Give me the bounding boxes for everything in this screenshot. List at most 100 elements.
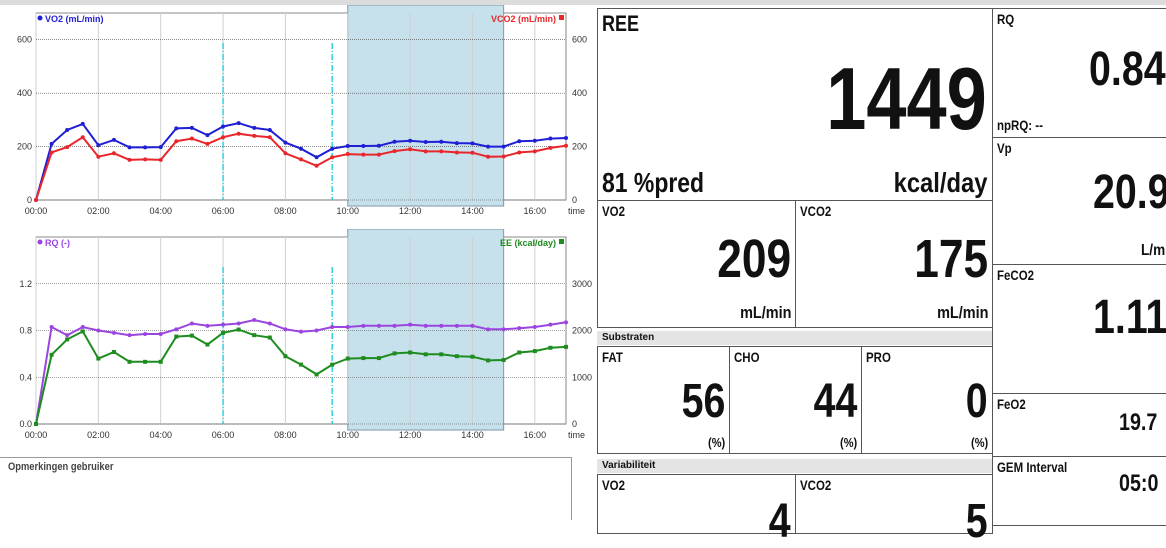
data-point — [80, 324, 85, 329]
cho-unit: (%) — [839, 435, 857, 450]
data-point — [548, 345, 553, 350]
y-left-tick-label: 400 — [17, 88, 32, 98]
gem-interval-panel: GEM Interval 05:0 — [992, 456, 1166, 526]
data-point — [49, 150, 54, 155]
data-point — [127, 359, 132, 364]
data-point — [49, 324, 54, 329]
fat-unit: (%) — [707, 435, 725, 450]
data-point — [501, 357, 506, 362]
x-tick-label: 02:00 — [87, 430, 110, 440]
data-point — [408, 138, 413, 143]
data-point — [314, 372, 319, 377]
top-toolbar-strip — [0, 0, 1166, 5]
user-remarks-box[interactable]: Opmerkingen gebruiker — [0, 457, 572, 520]
data-point — [252, 317, 257, 322]
data-point — [189, 136, 194, 141]
vco2-label: VCO2 — [800, 203, 832, 219]
data-point — [330, 362, 335, 367]
data-point — [299, 157, 303, 162]
x-tick-label: 00:00 — [25, 206, 48, 216]
x-tick-label: 12:00 — [399, 206, 422, 216]
x-tick-label: 12:00 — [399, 430, 422, 440]
data-point — [314, 328, 319, 333]
substrates-header: Substraten — [597, 331, 993, 345]
data-point — [252, 133, 257, 138]
data-point — [80, 121, 85, 126]
data-point — [486, 154, 491, 159]
data-point — [65, 333, 70, 338]
rq-value: 0.84 — [1089, 43, 1166, 96]
var-vco2-label: VCO2 — [800, 477, 832, 493]
data-point — [361, 152, 366, 157]
y-right-tick-label: 1000 — [572, 372, 592, 382]
data-point — [486, 358, 491, 363]
data-point — [96, 154, 101, 159]
y-right-tick-label: 2000 — [572, 326, 592, 336]
variability-header: Variabiliteit — [597, 459, 993, 473]
data-point — [299, 362, 303, 367]
variability-title: Variabiliteit — [602, 460, 656, 471]
data-point — [267, 135, 272, 140]
data-point — [189, 321, 194, 326]
y-left-tick-label: 1.2 — [19, 279, 32, 289]
data-point — [392, 323, 397, 328]
data-point — [501, 144, 506, 149]
legend-marker — [559, 239, 564, 244]
data-point — [548, 322, 553, 327]
y-left-tick-label: 0.4 — [19, 372, 32, 382]
pro-panel: PRO 0 (%) — [861, 346, 993, 454]
feco2-panel: FeCO2 1.11 — [992, 264, 1166, 394]
rq-ee-chart[interactable]: 00:00 02:00 04:00 06:00 08:00 10:00 12:00 14:00… — [0, 229, 596, 451]
y-left-tick-label: 600 — [17, 35, 32, 45]
var-vco2-value: 5 — [966, 495, 988, 548]
selection-region — [347, 5, 505, 207]
y-right-tick-label: 600 — [572, 35, 587, 45]
y-left-tick-label: 0 — [27, 195, 32, 205]
x-tick-label: 10:00 — [336, 206, 359, 216]
data-point — [564, 320, 568, 325]
data-point — [34, 198, 38, 202]
vp-unit: L/m — [1141, 242, 1166, 259]
ree-panel: REE 1449 81 %pred kcal/day — [597, 8, 993, 201]
data-point — [564, 344, 568, 349]
data-point — [532, 324, 537, 329]
data-point — [439, 149, 444, 154]
data-point — [221, 330, 226, 335]
data-point — [299, 329, 303, 334]
ree-label: REE — [602, 11, 640, 36]
var-vco2-panel: VCO2 5 — [795, 474, 993, 547]
feo2-value: 19.7 — [1119, 409, 1158, 436]
data-point — [470, 141, 475, 146]
data-point — [236, 321, 241, 326]
data-point — [111, 330, 116, 335]
rq-label: RQ — [997, 11, 1015, 27]
data-point — [65, 337, 70, 342]
data-point — [408, 322, 413, 327]
data-point — [532, 138, 537, 143]
data-point — [548, 136, 553, 141]
data-point — [423, 352, 428, 357]
y-right-tick-label: 3000 — [572, 279, 592, 289]
x-tick-label: 06:00 — [212, 206, 235, 216]
vo2-panel: VO2 209 mL/min — [597, 200, 796, 328]
x-tick-label: 00:00 — [25, 430, 48, 440]
selection-region — [347, 229, 505, 431]
x-tick-label: 14:00 — [461, 206, 484, 216]
data-point — [470, 354, 475, 359]
data-point — [80, 329, 85, 334]
feco2-label: FeCO2 — [997, 267, 1035, 283]
data-point — [314, 163, 319, 168]
vp-value: 20.9 — [1093, 166, 1166, 219]
data-point — [158, 145, 163, 150]
vo2-vco2-chart[interactable]: 00:00 02:00 04:00 06:00 08:00 10:00 12:00 14:00… — [0, 5, 596, 227]
legend-marker — [37, 239, 43, 245]
data-point — [236, 131, 241, 136]
data-point — [423, 323, 428, 328]
data-point — [423, 140, 428, 145]
data-point — [283, 354, 288, 359]
data-point — [65, 145, 70, 150]
vco2-panel: VCO2 175 mL/min — [795, 200, 993, 328]
ree-value: 1449 — [826, 49, 987, 148]
data-point — [96, 328, 101, 333]
y-left-tick-label: 200 — [17, 142, 32, 152]
